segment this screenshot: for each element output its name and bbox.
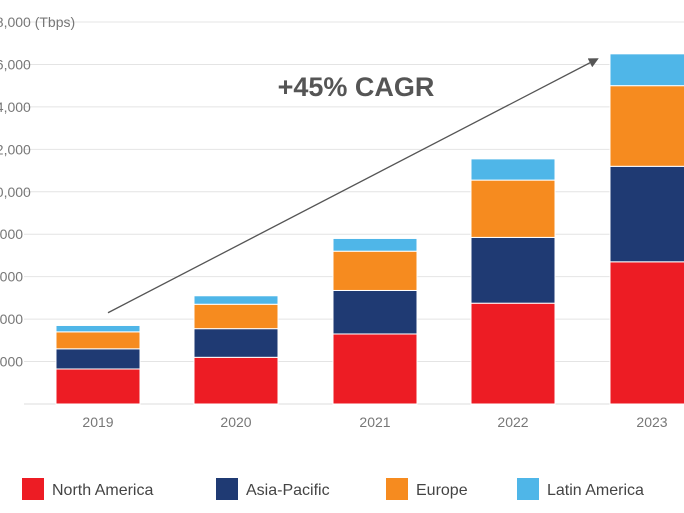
legend-label: Latin America bbox=[547, 482, 644, 499]
bar-segment-2019-europe bbox=[55, 331, 141, 350]
legend-swatch bbox=[517, 478, 539, 500]
legend-label: North America bbox=[52, 482, 153, 499]
y-tick-label: 12,000 bbox=[0, 141, 31, 157]
gridlines bbox=[24, 21, 684, 405]
bar-segment-2020-asia-pacific bbox=[193, 328, 279, 358]
bar-segment-2022-latin-america bbox=[470, 158, 556, 181]
y-tick-label: 2,000 bbox=[0, 354, 23, 370]
bars bbox=[55, 53, 684, 405]
cagr-arrow bbox=[107, 58, 599, 314]
bar-segment-2019-latin-america bbox=[55, 324, 141, 333]
bar-segment-2021-asia-pacific bbox=[332, 289, 418, 335]
y-tick-label: 8,000 bbox=[0, 226, 23, 242]
legend: North America Asia-Pacific Europe Latin Ame… bbox=[22, 478, 644, 500]
x-tick-label: 2022 bbox=[497, 414, 528, 430]
x-tick-label: 2021 bbox=[359, 414, 390, 430]
bar-segment-2021-latin-america bbox=[332, 237, 418, 252]
legend-swatch bbox=[22, 478, 44, 500]
bar-segment-2022-asia-pacific bbox=[470, 236, 556, 304]
y-tick-label: 6,000 bbox=[0, 269, 23, 285]
bar-segment-2023-latin-america bbox=[609, 53, 684, 87]
bar-segment-2020-europe bbox=[193, 303, 279, 330]
y-tick-label: 16,000 bbox=[0, 56, 31, 72]
y-tick-label: 4,000 bbox=[0, 311, 23, 327]
bar-segment-2019-asia-pacific bbox=[55, 348, 141, 370]
bar-segment-2021-north-america bbox=[332, 333, 418, 405]
bar-segment-2019-north-america bbox=[55, 368, 141, 405]
x-axis: 2019 2020 2021 2022 2023 bbox=[82, 414, 667, 430]
x-tick-label: 2020 bbox=[220, 414, 251, 430]
bar-segment-2021-europe bbox=[332, 250, 418, 291]
bar-segment-2023-north-america bbox=[609, 261, 684, 405]
x-tick-label: 2023 bbox=[636, 414, 667, 430]
bar-segment-2023-asia-pacific bbox=[609, 165, 684, 263]
bar-segment-2020-north-america bbox=[193, 356, 279, 405]
y-axis: 2,000 4,000 6,000 8,000 10,000 12,000 14,000 16… bbox=[0, 14, 75, 370]
cagr-label: +45% CAGR bbox=[278, 72, 435, 102]
bar-segment-2022-north-america bbox=[470, 302, 556, 405]
y-tick-label: 14,000 bbox=[0, 99, 31, 115]
x-tick-label: 2019 bbox=[82, 414, 113, 430]
bar-segment-2023-europe bbox=[609, 85, 684, 167]
legend-swatch bbox=[386, 478, 408, 500]
legend-label: Asia-Pacific bbox=[246, 482, 330, 499]
y-tick-label: 10,000 bbox=[0, 184, 31, 200]
bar-segment-2022-europe bbox=[470, 179, 556, 238]
legend-label: Europe bbox=[416, 482, 468, 499]
bar-segment-2020-latin-america bbox=[193, 295, 279, 305]
cagr-annotation: +45% CAGR bbox=[107, 58, 599, 314]
legend-swatch bbox=[216, 478, 238, 500]
y-tick-label: 18,000 (Tbps) bbox=[0, 14, 75, 30]
